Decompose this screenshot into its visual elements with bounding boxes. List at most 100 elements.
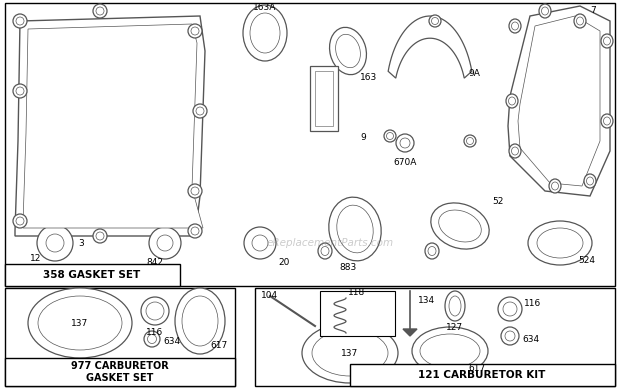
Polygon shape	[403, 329, 417, 336]
Ellipse shape	[396, 134, 414, 152]
Ellipse shape	[157, 235, 173, 251]
Ellipse shape	[503, 302, 517, 316]
Ellipse shape	[321, 246, 329, 255]
Text: 3: 3	[78, 239, 84, 248]
Text: 9: 9	[360, 133, 366, 142]
Ellipse shape	[330, 27, 366, 75]
Ellipse shape	[191, 27, 199, 35]
Ellipse shape	[38, 296, 122, 350]
Ellipse shape	[552, 182, 559, 190]
Text: 163A: 163A	[254, 3, 277, 12]
Ellipse shape	[584, 174, 596, 188]
Text: 12: 12	[30, 254, 42, 263]
Ellipse shape	[412, 327, 488, 375]
Ellipse shape	[196, 107, 204, 115]
Text: 617: 617	[210, 341, 228, 350]
Ellipse shape	[603, 37, 611, 45]
Ellipse shape	[96, 7, 104, 15]
Text: 883: 883	[339, 263, 356, 272]
Ellipse shape	[337, 205, 373, 253]
Ellipse shape	[146, 302, 164, 320]
Ellipse shape	[420, 334, 480, 368]
Ellipse shape	[13, 214, 27, 228]
Ellipse shape	[148, 334, 156, 344]
Text: 121 CARBURETOR KIT: 121 CARBURETOR KIT	[418, 370, 546, 380]
Ellipse shape	[149, 227, 181, 259]
Bar	[255, 288, 615, 386]
Text: 104: 104	[262, 291, 278, 300]
Ellipse shape	[508, 97, 515, 105]
Text: 617: 617	[468, 364, 485, 373]
Text: 52: 52	[492, 197, 503, 206]
Bar	[5, 358, 235, 386]
Text: 134: 134	[418, 296, 435, 305]
Bar	[320, 291, 395, 336]
Ellipse shape	[302, 323, 398, 383]
Ellipse shape	[175, 288, 225, 354]
Ellipse shape	[498, 297, 522, 321]
Ellipse shape	[13, 14, 27, 28]
Ellipse shape	[445, 291, 465, 321]
Ellipse shape	[601, 114, 613, 128]
Ellipse shape	[509, 144, 521, 158]
Ellipse shape	[509, 19, 521, 33]
Ellipse shape	[96, 232, 104, 240]
Ellipse shape	[193, 104, 207, 118]
Ellipse shape	[384, 130, 396, 142]
Ellipse shape	[386, 133, 394, 140]
Ellipse shape	[188, 24, 202, 38]
Ellipse shape	[16, 87, 24, 95]
Ellipse shape	[528, 221, 592, 265]
Ellipse shape	[425, 243, 439, 259]
Text: 9A: 9A	[468, 68, 480, 77]
Text: 137: 137	[342, 348, 358, 357]
Text: 7: 7	[590, 6, 596, 15]
Ellipse shape	[144, 331, 160, 347]
Ellipse shape	[93, 4, 107, 18]
Ellipse shape	[335, 34, 360, 68]
Ellipse shape	[244, 227, 276, 259]
Bar	[5, 288, 235, 386]
Ellipse shape	[37, 225, 73, 261]
Text: 118: 118	[348, 288, 366, 297]
Ellipse shape	[428, 246, 436, 255]
Text: 163: 163	[360, 73, 377, 82]
Bar	[350, 364, 615, 386]
Ellipse shape	[93, 229, 107, 243]
Text: 670A: 670A	[393, 158, 417, 167]
Ellipse shape	[243, 5, 287, 61]
Ellipse shape	[318, 243, 332, 259]
Ellipse shape	[188, 224, 202, 238]
Ellipse shape	[188, 184, 202, 198]
Text: eReplacementParts.com: eReplacementParts.com	[267, 238, 394, 248]
Polygon shape	[508, 6, 610, 196]
Ellipse shape	[577, 17, 583, 25]
Bar	[5, 3, 615, 286]
Bar	[315, 71, 333, 126]
Text: 137: 137	[71, 319, 89, 328]
Polygon shape	[388, 16, 472, 78]
Ellipse shape	[191, 227, 199, 235]
Ellipse shape	[603, 117, 611, 125]
Ellipse shape	[539, 4, 551, 18]
Text: 127: 127	[446, 323, 464, 332]
Ellipse shape	[439, 210, 481, 242]
Polygon shape	[518, 16, 600, 186]
Ellipse shape	[541, 7, 549, 15]
Ellipse shape	[512, 147, 518, 155]
Ellipse shape	[329, 197, 381, 261]
Ellipse shape	[464, 135, 476, 147]
Ellipse shape	[601, 34, 613, 48]
Polygon shape	[23, 24, 203, 228]
Ellipse shape	[46, 234, 64, 252]
Text: 842: 842	[146, 258, 164, 267]
Ellipse shape	[431, 203, 489, 249]
Polygon shape	[15, 16, 205, 236]
Bar	[5, 264, 180, 286]
Text: 116: 116	[146, 328, 164, 337]
Text: 524: 524	[578, 256, 595, 265]
Ellipse shape	[466, 138, 474, 145]
Ellipse shape	[312, 330, 388, 376]
Ellipse shape	[449, 296, 461, 316]
Ellipse shape	[191, 187, 199, 195]
